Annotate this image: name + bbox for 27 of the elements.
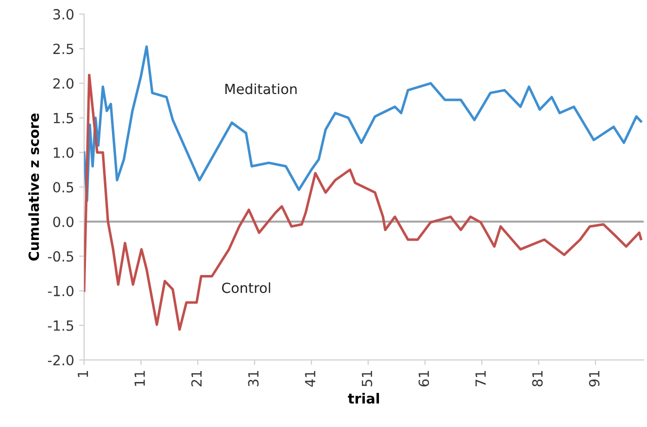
y-tick-label: -2.0 [48, 354, 74, 366]
y-tick-label: -1.5 [48, 320, 74, 331]
text: Meditation [225, 83, 297, 94]
x-tick-label: 81 [532, 370, 543, 386]
x-tick-label: 71 [476, 370, 486, 386]
y-axis-title: Cumulative z score [28, 113, 40, 261]
y-tick-label: -1.0 [48, 286, 74, 296]
y-tick-label: 2.5 [53, 44, 74, 54]
y-tick-label: 3.0 [53, 9, 74, 20]
y-tick-label: 2.0 [53, 78, 74, 89]
x-tick-label: 1 [78, 370, 88, 377]
series-label: Control [222, 282, 270, 294]
x-tick-label: 91 [588, 370, 600, 386]
x-tick-label: 11 [134, 370, 145, 386]
x-tick-label: 31 [248, 370, 259, 386]
y-tick-label: 1.0 [54, 147, 74, 158]
x-tick-label: 61 [418, 370, 430, 386]
y-tick-label: 0.5 [53, 182, 74, 192]
y-tick-label: 0.0 [53, 216, 74, 228]
x-axis-title: trial [348, 392, 379, 404]
y-tick-label: 1.5 [54, 113, 74, 124]
x-tick-label: 21 [191, 370, 202, 386]
x-tick-label: 41 [305, 370, 316, 387]
y-tick-label: -0.5 [48, 251, 74, 262]
line-series [84, 45, 642, 202]
line-series [84, 74, 642, 331]
x-tick-label: 51 [362, 370, 372, 386]
